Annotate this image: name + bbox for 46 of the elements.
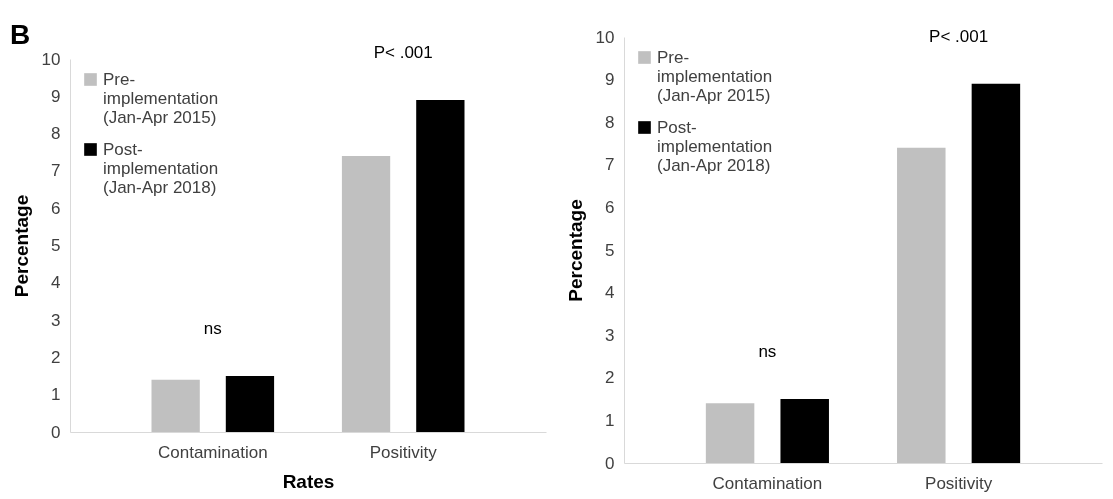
y-tick-label: 3: [605, 325, 615, 345]
y-tick-label: 0: [51, 422, 61, 442]
y-tick-label: 8: [605, 112, 615, 132]
y-tick-label: 3: [51, 310, 61, 330]
bar: [341, 155, 391, 432]
y-tick-label: 1: [51, 385, 61, 405]
y-axis-title: Percentage: [564, 199, 586, 302]
y-tick-label: 10: [41, 49, 61, 69]
y-tick-label: 10: [595, 27, 615, 47]
y-tick-label: 5: [605, 240, 615, 260]
x-tick-label: Positivity: [925, 473, 993, 493]
bar: [225, 376, 275, 432]
annotation: P< .001: [929, 26, 989, 46]
legend-label: Post- implementation (Jan-Apr 2018): [103, 139, 219, 197]
bar: [705, 403, 755, 463]
annotation: P< .001: [373, 43, 433, 63]
bar: [151, 379, 200, 432]
y-tick-label: 6: [605, 197, 615, 217]
bar: [780, 399, 829, 463]
y-tick-label: 2: [605, 368, 615, 388]
bar: [416, 100, 465, 432]
y-tick-label: 2: [51, 347, 61, 367]
annotation: ns: [203, 319, 222, 339]
y-tick-label: 9: [51, 86, 61, 106]
y-axis-title: Percentage: [10, 194, 32, 298]
y-tick-label: 9: [605, 70, 615, 90]
legend-label: Post- implementation (Jan-Apr 2018): [657, 117, 773, 175]
legend-label: Pre- implementation (Jan-Apr 2015): [657, 47, 773, 105]
y-tick-label: 6: [51, 198, 61, 218]
x-tick-label: Positivity: [369, 442, 438, 462]
legend-label: Pre- implementation (Jan-Apr 2015): [103, 69, 219, 127]
y-tick-label: 5: [51, 236, 61, 255]
y-tick-label: 0: [605, 453, 615, 473]
chart-title: B: [10, 19, 31, 51]
x-tick-label: Contamination: [157, 442, 268, 462]
x-axis-title: Rates: [282, 470, 335, 492]
annotation: ns: [758, 342, 777, 362]
bar: [897, 147, 946, 463]
bar: [971, 83, 1021, 463]
y-tick-label: 4: [605, 283, 615, 303]
y-tick-label: 8: [51, 124, 61, 144]
y-tick-label: 4: [51, 273, 61, 293]
y-tick-label: 1: [605, 410, 615, 430]
x-tick-label: Contamination: [712, 473, 823, 493]
y-tick-label: 7: [51, 161, 61, 181]
y-tick-label: 7: [605, 155, 615, 175]
